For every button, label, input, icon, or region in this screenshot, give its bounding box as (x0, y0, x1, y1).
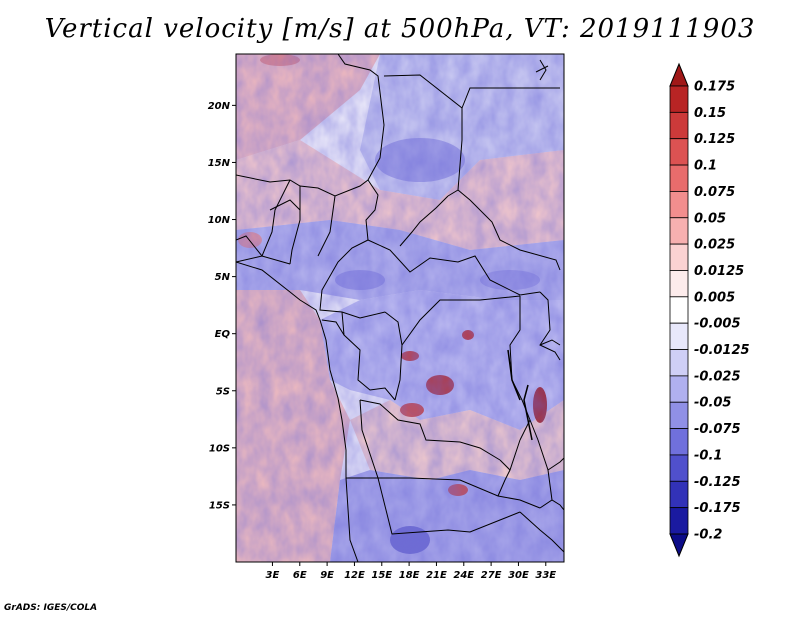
velocity-field (236, 54, 564, 562)
colorbar-segment (669, 480, 689, 509)
colorbar-label: -0.2 (694, 528, 722, 543)
colorbar-label: 0.125 (694, 132, 735, 147)
lat-tick-label: 10S (209, 443, 230, 454)
colorbar-label: -0.075 (694, 422, 741, 437)
colorbar-segment (669, 349, 689, 377)
grads-credit: GrADS: IGES/COLA (4, 603, 98, 613)
lon-tick-label: 3E (266, 570, 280, 581)
lat-tick-label: 15N (208, 158, 231, 169)
lat-tick-label: 20N (208, 101, 231, 112)
lon-tick-label: 33E (535, 570, 556, 581)
lat-tick-label: 5N (215, 272, 231, 283)
lon-tick-label: 9E (320, 570, 334, 581)
lon-tick-label: 18E (399, 570, 420, 581)
colorbar-segment (669, 533, 689, 558)
colorbar-segment (669, 191, 689, 219)
plot-frame (235, 53, 565, 563)
colorbar-label: 0.005 (694, 290, 735, 305)
colorbar-label: 0.15 (694, 106, 726, 121)
colorbar-segment (669, 138, 689, 166)
lat-tick-label: 5S (216, 386, 230, 397)
lat-tick-label: 15S (209, 500, 230, 511)
colorbar-segment (669, 111, 689, 140)
colorbar-segment (669, 217, 689, 245)
colorbar-label: -0.125 (694, 475, 741, 490)
colorbar-segment (669, 270, 689, 298)
colorbar-segment (669, 296, 689, 324)
colorbar-label: -0.1 (694, 448, 722, 463)
colorbar-label: -0.175 (694, 501, 741, 516)
lat-tick-label: 10N (208, 215, 231, 226)
colorbar-label: 0.025 (694, 238, 735, 253)
field-texture (236, 54, 564, 562)
colorbar-segment (669, 62, 689, 87)
colorbar-label: -0.005 (694, 317, 741, 332)
lon-tick-label: 15E (371, 570, 392, 581)
colorbar-label: -0.05 (694, 396, 731, 411)
lon-tick-label: 30E (508, 570, 529, 581)
colorbar-segment (669, 322, 689, 350)
latitude-axis: 20N 15N 10N 5N EQ 5S 10S 15S (208, 101, 236, 511)
colorbar-segment (669, 164, 689, 192)
colorbar-segment (669, 401, 689, 429)
lon-tick-label: 6E (293, 570, 307, 581)
lon-tick-label: 12E (344, 570, 365, 581)
colorbar-label: 0.0125 (694, 264, 744, 279)
colorbar-label: -0.025 (694, 369, 741, 384)
colorbar-segment (669, 85, 689, 113)
colorbar-label: 0.075 (694, 185, 735, 200)
lon-tick-label: 24E (453, 570, 474, 581)
lat-tick-label: EQ (215, 329, 231, 340)
lon-tick-label: 27E (481, 570, 502, 581)
colorbar-label: 0.05 (694, 211, 726, 226)
longitude-axis: 3E 6E 9E 12E 15E 18E 21E 24E 27E 30E 33E (266, 562, 556, 581)
colorbar-segment (669, 454, 689, 482)
colorbar-label: 0.1 (694, 159, 717, 174)
colorbar-label: 0.175 (694, 80, 735, 95)
colorbar-segment (669, 428, 689, 456)
colorbar-segment (669, 375, 689, 403)
map-title: Vertical velocity [m/s] at 500hPa, VT: 2… (44, 14, 756, 44)
lon-tick-label: 21E (426, 570, 447, 581)
colorbar-segment (669, 243, 689, 271)
colorbar: 0.175 0.15 0.125 0.1 0.075 0.05 0.025 0.0125 0.0… (669, 62, 750, 558)
country-borders (236, 54, 564, 562)
colorbar-segment (669, 507, 689, 535)
colorbar-label: -0.0125 (694, 343, 750, 358)
